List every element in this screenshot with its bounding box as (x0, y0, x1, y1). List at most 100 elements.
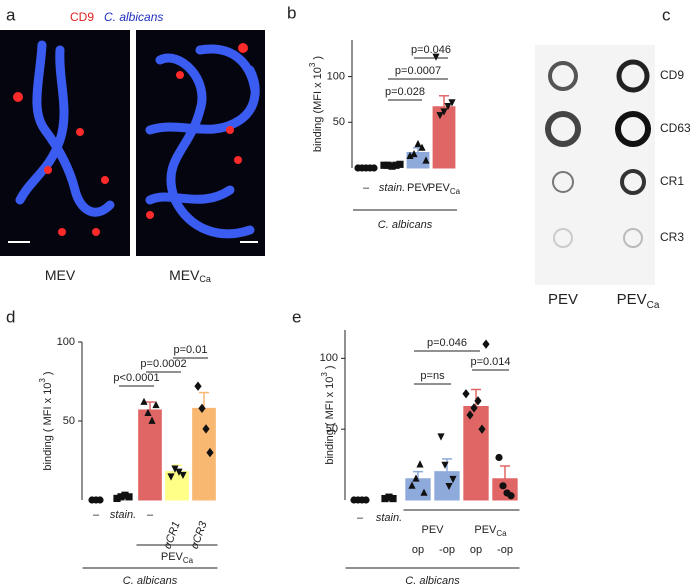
bar (463, 406, 489, 501)
x-tick-label: αCR1 (162, 520, 183, 551)
point (362, 496, 370, 504)
group-label-text: C. albicans (378, 219, 433, 231)
point (117, 493, 125, 501)
col-text: PEV (617, 291, 647, 308)
point (445, 482, 453, 491)
point (422, 156, 430, 164)
bar (432, 106, 456, 169)
group-label: C. albicans (123, 575, 178, 587)
y-label-sup: 3 (308, 62, 317, 67)
x-tick-label-text: αCR3 (189, 519, 210, 551)
x-tick-label: -op (439, 544, 455, 556)
panel-letter: a (6, 5, 16, 24)
point (381, 494, 389, 503)
point (179, 471, 187, 480)
point (470, 403, 478, 413)
x-tick-label-text: – (363, 182, 370, 194)
point (389, 494, 397, 503)
point (482, 339, 490, 349)
point (392, 161, 400, 169)
y-label-end: ) (312, 56, 324, 63)
image-label: MEVCa (169, 267, 211, 285)
x-tick-label-text: – (93, 509, 100, 521)
point (167, 473, 175, 481)
group-label: C. albicans (378, 219, 433, 231)
point (140, 397, 148, 405)
point (410, 149, 418, 158)
point (418, 143, 426, 151)
y-label-text: binding ( MFI x 10 (42, 383, 54, 471)
point (441, 461, 449, 469)
col-text: PEV (548, 291, 578, 308)
group-label-text: C. albicans (405, 575, 460, 587)
x-tick-label-text: op (412, 544, 424, 556)
x-tick-label: stain. (110, 509, 136, 521)
hyphae (15, 40, 260, 239)
y-axis-label: binding (MFI x 103 ) (308, 56, 324, 152)
label-sub: Ca (199, 274, 211, 284)
point (148, 416, 156, 424)
point (385, 493, 393, 501)
x-tick-label: op (412, 544, 424, 556)
group-label-text: C. albicans (123, 575, 178, 587)
x-tick-label: stain. (376, 512, 402, 524)
x-tick-label: PEVCa (428, 182, 461, 196)
panel-letter: d (6, 307, 15, 326)
comparison-label: p=0.014 (470, 356, 510, 368)
point (194, 381, 202, 391)
group-label-sub: Ca (183, 556, 194, 565)
point (206, 447, 214, 458)
x-tick-label-text: -op (497, 544, 513, 556)
x-tick-label-text: PEV (428, 182, 451, 194)
group-label: C. albicans (405, 575, 460, 587)
comparison-label: p=0.028 (385, 86, 425, 98)
comparison-label: p=0.046 (411, 44, 451, 56)
point (448, 99, 456, 107)
x-tick-label: op (470, 544, 482, 556)
y-label-text: binding ( MFI x 10 (324, 377, 336, 465)
row-label: CR3 (660, 230, 684, 244)
point (499, 482, 507, 490)
group-label-sub: Ca (496, 529, 507, 538)
point (444, 102, 452, 111)
x-tick-label-text: op (470, 544, 482, 556)
point (432, 53, 440, 61)
group-label-text: PEV (474, 524, 497, 536)
comparison-label: p=0.01 (174, 344, 208, 356)
x-tick-label-text: stain. (379, 182, 405, 194)
point (152, 400, 160, 409)
x-tick-label-text: stain. (110, 509, 136, 521)
comparison-label: p=ns (420, 370, 445, 382)
point (96, 496, 104, 504)
row-label: CD63 (660, 121, 691, 135)
point (449, 475, 457, 484)
row-label: CD9 (660, 68, 684, 82)
comparison-label: p<0.0001 (113, 372, 159, 384)
point (144, 408, 152, 416)
point (416, 460, 424, 468)
point (408, 481, 416, 489)
y-label-text: binding (MFI x 10 (312, 67, 324, 152)
cd9-signal (13, 43, 248, 236)
x-tick-label-text: PEV (407, 182, 430, 194)
label-text: MEV (45, 267, 76, 283)
y-tick-label: 50 (63, 415, 75, 427)
y-axis-label: binding ( MFI x 103 ) (38, 371, 54, 470)
y-label-end: ) (324, 365, 336, 372)
y-label-sup: 3 (38, 378, 47, 383)
legend-ca: C. albicans (104, 10, 163, 24)
y-tick-label: 100 (327, 70, 345, 82)
point (462, 389, 470, 399)
y-tick-label: 100 (320, 352, 338, 364)
y-label-sup: 3 (320, 372, 329, 377)
row-label: CR1 (660, 174, 684, 188)
x-tick-label: – (93, 509, 100, 521)
point (478, 424, 486, 434)
y-tick-label: 50 (333, 116, 345, 128)
x-tick-label: stain. (379, 182, 405, 194)
bar (405, 478, 431, 501)
comparison-label: p=0.0002 (140, 358, 186, 370)
point (202, 424, 210, 434)
point (171, 465, 179, 473)
y-tick-label: 50 (326, 423, 338, 435)
